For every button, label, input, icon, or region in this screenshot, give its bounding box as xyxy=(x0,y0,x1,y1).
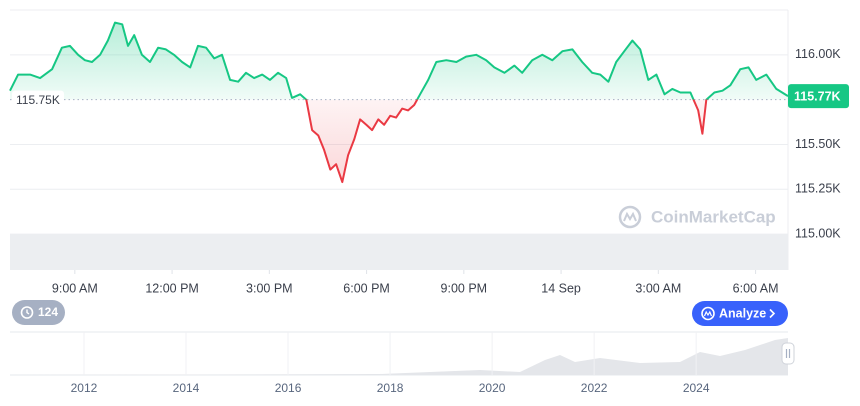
x-tick-label: 12:00 PM xyxy=(145,281,199,295)
area-fill xyxy=(10,22,788,183)
y-tick-label: 116.00K xyxy=(795,47,841,61)
navigator[interactable]: 2012 2014 2016 2018 2020 2022 2024 xyxy=(10,331,795,395)
baseline-label: 115.75K xyxy=(16,93,60,107)
navigator-area xyxy=(10,338,788,375)
last-price-box xyxy=(788,84,849,109)
y-tick-label: 115.25K xyxy=(795,182,841,196)
y-tick-label: 115.00K xyxy=(795,226,841,240)
analyze-label: Analyze xyxy=(719,306,766,320)
navigator-tick-label: 2018 xyxy=(377,381,404,395)
navigator-tick-label: 2014 xyxy=(173,381,200,395)
navigator-tick-label: 2022 xyxy=(581,381,608,395)
x-tick-label: 14 Sep xyxy=(541,281,581,295)
price-line xyxy=(9,21,789,184)
navigator-tick-label: 2024 xyxy=(683,381,710,395)
history-count: 124 xyxy=(38,305,58,319)
x-tick-label: 6:00 PM xyxy=(343,281,390,295)
history-badge[interactable]: 124 xyxy=(12,300,65,325)
x-tick-label: 9:00 PM xyxy=(441,281,488,295)
watermark-text: CoinMarketCap xyxy=(651,207,776,226)
navigator-tick-label: 2020 xyxy=(479,381,506,395)
analyze-button[interactable]: Analyze xyxy=(692,301,788,326)
navigator-tick-label: 2016 xyxy=(275,381,302,395)
x-tick-label: 3:00 AM xyxy=(635,281,681,295)
y-tick-label: 115.50K xyxy=(795,137,841,151)
navigator-tick-label: 2012 xyxy=(71,381,98,395)
x-tick-label: 9:00 AM xyxy=(52,281,98,295)
baseline-label-box xyxy=(12,90,64,109)
x-tick-label: 6:00 AM xyxy=(733,281,779,295)
x-tick-label: 3:00 PM xyxy=(246,281,293,295)
last-price-label: 115.77K xyxy=(794,89,841,103)
watermark: CoinMarketCap xyxy=(618,205,776,229)
navigator-handle[interactable] xyxy=(781,342,795,365)
volume-strip xyxy=(10,234,788,270)
